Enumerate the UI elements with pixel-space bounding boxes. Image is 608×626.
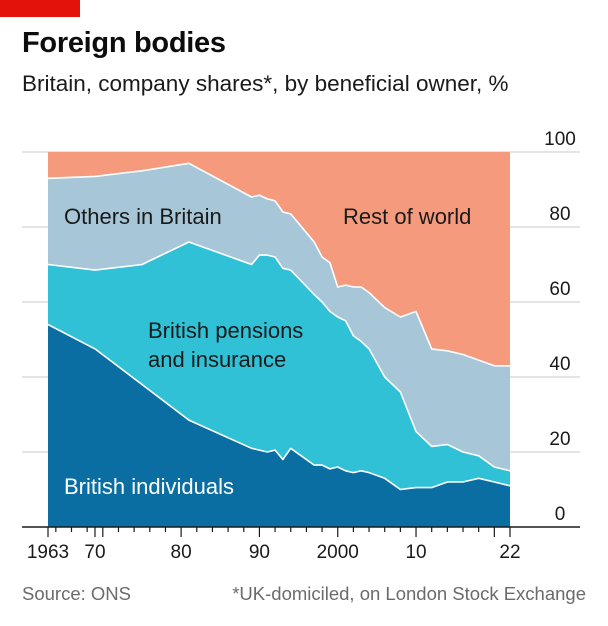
x-tick-label-1990: 90 (249, 542, 270, 563)
brand-red-tag (0, 0, 80, 17)
x-tick-label-1969: 70 (84, 542, 105, 563)
area-labels: British individuals British pensions and i… (64, 204, 471, 499)
area-label-others-in-britain: Others in Britain (64, 204, 222, 229)
area-british-pensions-and-insurance (48, 242, 510, 490)
boundary-line-1 (47, 323, 511, 491)
y-tick-label-20: 20 (549, 429, 570, 450)
y-tick-label-0: 0 (555, 504, 566, 525)
y-tick-label-60: 60 (549, 279, 570, 300)
x-tick-label-1980: 80 (171, 542, 192, 563)
y-tick-label-100: 100 (544, 129, 576, 150)
axes: 0 20 40 60 80 100 1963 70 80 90 2000 10 22 (22, 129, 580, 563)
area-label-british-individuals: British individuals (64, 474, 234, 499)
boundary-line-2 (47, 241, 511, 472)
area-others-in-britain (48, 163, 510, 471)
area-label-british-pensions-and-insurance: British pensions and insurance (148, 318, 303, 372)
x-tick-label-2022: 22 (499, 542, 520, 563)
chart-subtitle: Britain, company shares*, by beneficial … (22, 71, 509, 96)
source-note: Source: ONS (22, 583, 131, 604)
area-series (48, 152, 510, 527)
y-tick-label-80: 80 (549, 204, 570, 225)
x-tick-label-1963: 1963 (27, 542, 69, 563)
area-british-individuals (48, 324, 510, 527)
area-rest-of-world (48, 152, 510, 366)
area-label-british-pensions-and-insurance-line-1: British pensions (148, 318, 303, 343)
footnote: *UK-domiciled, on London Stock Exchange (232, 583, 586, 604)
chart-title: Foreign bodies (22, 27, 226, 59)
area-label-british-pensions-and-insurance-line-2: and insurance (148, 347, 286, 372)
area-label-rest-of-world: Rest of world (343, 204, 471, 229)
x-tick-label-2000: 2000 (317, 542, 359, 563)
y-tick-label-40: 40 (549, 354, 570, 375)
x-tick-label-2010: 10 (405, 542, 426, 563)
boundary-line-3 (47, 162, 510, 367)
series-boundaries (47, 162, 511, 491)
